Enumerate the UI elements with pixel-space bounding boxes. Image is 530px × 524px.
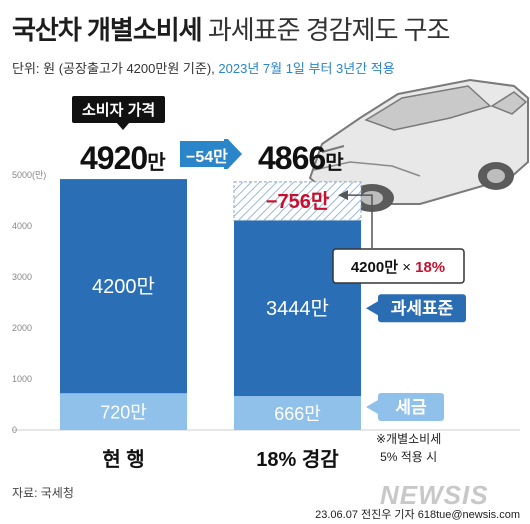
current-total-unit: 만 [147, 152, 165, 174]
footnote-line1: ※개별소비세 [376, 432, 442, 446]
title-bold: 국산차 개별소비세 [12, 15, 203, 45]
bar-data-label: 666만 [274, 404, 321, 424]
y-tick-label: 5000(만) [12, 170, 46, 180]
bar-data-label: 4200만 [92, 275, 155, 298]
tax-base-tag-pointer [366, 301, 378, 316]
bar-segment [233, 181, 362, 221]
footnote: ※개별소비세 5% 적용 시 [376, 430, 441, 466]
y-tick-label: 3000 [12, 272, 32, 282]
current-total-number: 4920 [80, 140, 148, 176]
y-tick-label: 1000 [12, 374, 32, 384]
reduced-total-unit: 만 [325, 152, 343, 174]
title-light: 과세표준 경감제도 구조 [207, 15, 451, 45]
newsis-logo: NEWSIS [380, 480, 489, 510]
credit-line: 23.06.07 전진우 기자 618tue@newsis.com [315, 509, 520, 521]
subtitle-unit: 단위: 원 (공장출고가 4200만원 기준), [12, 61, 215, 76]
y-tick-label: 4000 [12, 221, 32, 231]
formula-text: 4200만 × 18% [351, 259, 445, 276]
tax-base-tag: 과세표준 [391, 299, 454, 318]
bar-data-label: 3444만 [266, 297, 329, 320]
bar-data-label: −756만 [266, 190, 330, 213]
reduced-total-value: 4866만 [258, 140, 344, 177]
tax-tag: 세금 [395, 398, 427, 417]
connector-line [346, 194, 373, 248]
y-tick-label: 0 [12, 425, 17, 435]
tax-tag-pointer [366, 400, 378, 415]
formula-operator: × [402, 259, 415, 276]
chart-subtitle: 단위: 원 (공장출고가 4200만원 기준), 2023년 7월 1일 부터 … [12, 58, 395, 77]
tax-tag-box [378, 393, 444, 422]
x-category-label: 18% 경감 [256, 448, 339, 471]
reduced-total-number: 4866 [258, 140, 326, 176]
source-note: 자료: 국세청 [12, 486, 74, 500]
footnote-line2: 5% 적용 시 [380, 450, 438, 464]
y-tick-label: 2000 [12, 323, 32, 333]
chart-title: 국산차 개별소비세 과세표준 경감제도 구조 [12, 10, 451, 47]
formula-value: 4200만 [351, 259, 402, 276]
bar-segment [234, 396, 361, 430]
x-category-label: 현 행 [102, 448, 144, 471]
current-total-value: 4920만 [80, 140, 166, 177]
subtitle-period: 2023년 7월 1일 부터 3년간 적용 [218, 61, 395, 76]
bar-segment [60, 179, 187, 394]
connector-arrowhead [338, 190, 348, 201]
tax-base-tag-box [378, 294, 466, 323]
reduction-arrow [180, 139, 242, 169]
formula-rate: 18% [415, 259, 445, 276]
formula-box [332, 248, 465, 284]
bar-segment [60, 393, 187, 430]
diff-label: −54만 [186, 149, 228, 166]
bar-data-label: 720만 [100, 403, 147, 423]
consumer-price-label: 소비자 가격 [72, 96, 166, 130]
